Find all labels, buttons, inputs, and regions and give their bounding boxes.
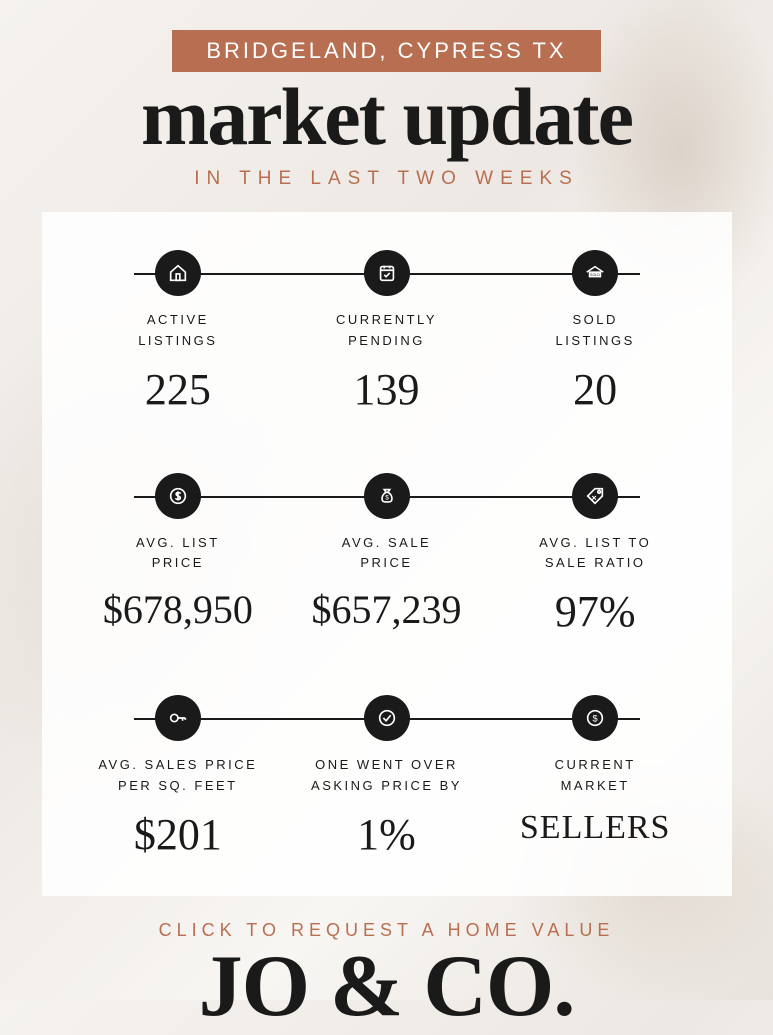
check-icon (364, 695, 410, 741)
stat-label: ACTIVE LISTINGS (138, 310, 217, 352)
svg-text:$: $ (385, 494, 389, 501)
stats-row-3: AVG. SALES PRICE PER SQ. FEET $201 ONE W… (74, 695, 700, 860)
subtitle: IN THE LAST TWO WEEKS (194, 168, 579, 190)
stat-value: $678,950 (103, 586, 253, 633)
stat-value: 139 (354, 364, 420, 415)
stat-value: 1% (357, 809, 416, 860)
stat-currently-pending: CURRENTLY PENDING 139 (282, 250, 491, 415)
stat-label: AVG. SALES PRICE PER SQ. FEET (98, 755, 257, 797)
tag-icon (572, 473, 618, 519)
stat-active-listings: ACTIVE LISTINGS 225 (74, 250, 283, 415)
svg-text:SOLD: SOLD (590, 273, 600, 277)
house-icon (155, 250, 201, 296)
calendar-icon (364, 250, 410, 296)
stats-card: ACTIVE LISTINGS 225 CURRENTLY PENDING 13… (42, 212, 732, 896)
stat-avg-list-price: AVG. LIST PRICE $678,950 (74, 473, 283, 638)
location-bar: BRIDGELAND, CYPRESS TX (172, 30, 600, 72)
stat-value: SELLERS (520, 809, 671, 847)
stat-value: 225 (145, 364, 211, 415)
key-icon (155, 695, 201, 741)
main-container: BRIDGELAND, CYPRESS TX market update IN … (0, 0, 773, 1000)
stat-value: 20 (573, 364, 617, 415)
svg-text:$: $ (593, 714, 598, 724)
stat-price-per-sqft: AVG. SALES PRICE PER SQ. FEET $201 (74, 695, 283, 860)
stat-label: ONE WENT OVER ASKING PRICE BY (311, 755, 462, 797)
stat-label: SOLD LISTINGS (556, 310, 635, 352)
stats-row-1: ACTIVE LISTINGS 225 CURRENTLY PENDING 13… (74, 250, 700, 415)
page-title: market update (141, 76, 632, 158)
stat-label: CURRENT MARKET (555, 755, 636, 797)
coin-icon: $ (572, 695, 618, 741)
stat-avg-sale-price: $ AVG. SALE PRICE $657,239 (282, 473, 491, 638)
stat-list-sale-ratio: AVG. LIST TO SALE RATIO 97% (491, 473, 700, 638)
stat-value: $201 (134, 809, 222, 860)
stat-current-market: $ CURRENT MARKET SELLERS (491, 695, 700, 860)
stat-label: AVG. LIST PRICE (136, 533, 220, 575)
sold-icon: SOLD (572, 250, 618, 296)
stat-label: CURRENTLY PENDING (336, 310, 437, 352)
stat-value: $657,239 (312, 586, 462, 633)
stats-row-2: AVG. LIST PRICE $678,950 $ AVG. SALE PRI… (74, 473, 700, 638)
stat-label: AVG. SALE PRICE (342, 533, 431, 575)
brand-logo: JO & CO. (199, 943, 575, 1031)
moneybag-icon: $ (364, 473, 410, 519)
dollar-icon (155, 473, 201, 519)
stat-value: 97% (555, 586, 636, 637)
stat-sold-listings: SOLD SOLD LISTINGS 20 (491, 250, 700, 415)
stat-over-asking: ONE WENT OVER ASKING PRICE BY 1% (282, 695, 491, 860)
stat-label: AVG. LIST TO SALE RATIO (539, 533, 651, 575)
